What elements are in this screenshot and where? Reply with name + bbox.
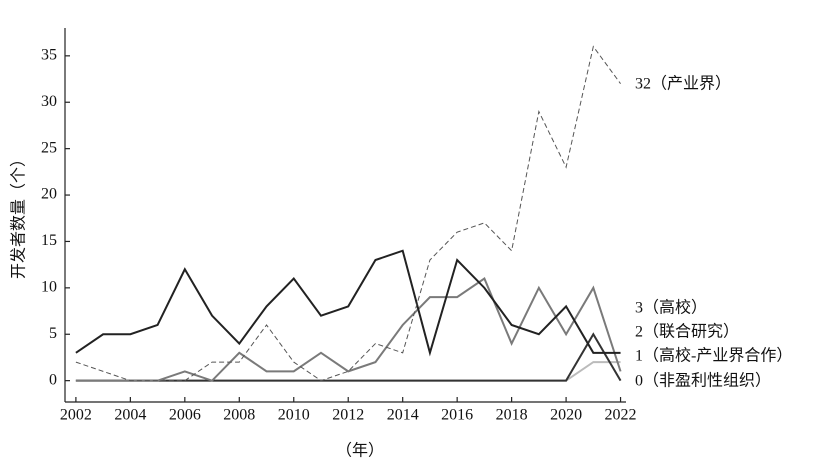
x-tick-label: 2018 bbox=[496, 407, 528, 424]
x-tick-label: 2014 bbox=[387, 407, 419, 424]
y-tick-label: 30 bbox=[41, 93, 57, 110]
y-tick-label: 15 bbox=[41, 232, 57, 249]
series-label: 0（非盈利性组织） bbox=[635, 372, 771, 390]
series-label: 1（高校-产业界合作） bbox=[635, 347, 792, 365]
x-tick-label: 2020 bbox=[550, 407, 582, 424]
y-tick-label: 20 bbox=[41, 186, 57, 203]
x-tick-label: 2022 bbox=[605, 407, 637, 424]
series-line bbox=[75, 332, 622, 382]
x-tick-label: 2002 bbox=[60, 407, 92, 424]
x-axis-label: （年） bbox=[336, 442, 384, 460]
y-tick-label: 35 bbox=[41, 47, 57, 64]
y-tick-label: 25 bbox=[41, 139, 57, 156]
x-tick-label: 2010 bbox=[278, 407, 310, 424]
x-tick-label: 2008 bbox=[223, 407, 255, 424]
series-line bbox=[75, 45, 621, 382]
x-tick-label: 2016 bbox=[441, 407, 473, 424]
y-tick-label: 10 bbox=[41, 279, 57, 296]
series-label: 32（产业界） bbox=[635, 75, 731, 93]
series-line bbox=[75, 277, 622, 382]
x-tick-label: 2012 bbox=[332, 407, 364, 424]
y-tick-label: 0 bbox=[49, 371, 57, 388]
series-line bbox=[75, 249, 621, 357]
y-tick-label: 5 bbox=[49, 325, 57, 342]
x-tick-label: 2006 bbox=[169, 407, 201, 424]
y-axis-label: 开发者数量（个） bbox=[10, 151, 28, 279]
series-label: 3（高校） bbox=[635, 299, 707, 317]
x-tick-label: 2004 bbox=[114, 407, 146, 424]
series-label: 2（联合研究） bbox=[635, 323, 739, 341]
